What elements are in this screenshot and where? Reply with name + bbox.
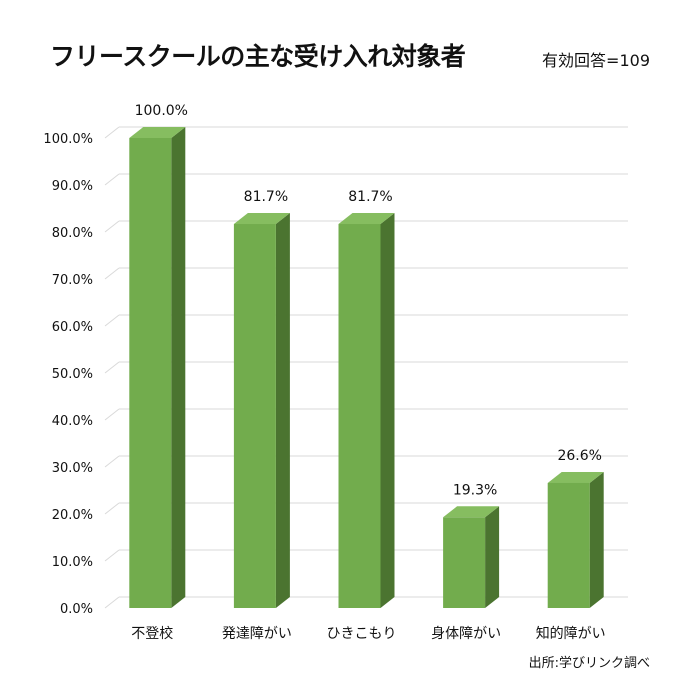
bar-front	[233, 224, 276, 608]
y-tick-label: 60.0%	[52, 320, 93, 335]
bar	[443, 506, 500, 608]
grid-line-depth	[104, 408, 120, 421]
bar-top	[233, 213, 290, 225]
y-tick-label: 90.0%	[52, 179, 93, 194]
category-label: 身体障がい	[431, 626, 501, 642]
bar-side	[380, 213, 395, 608]
y-tick-label: 10.0%	[52, 555, 93, 570]
bar-front	[338, 224, 381, 608]
bar	[233, 213, 290, 608]
category-labels: 不登校 発達障がい ひきこもり 身体障がい 知的障がい	[131, 625, 605, 642]
y-tick-label: 40.0%	[52, 414, 93, 429]
data-label: 81.7%	[348, 189, 392, 205]
bar-top	[443, 506, 500, 518]
y-tick-label: 100.0%	[43, 132, 93, 147]
grid-line-depth	[104, 596, 120, 609]
category-label: 不登校	[131, 625, 173, 642]
grid-line-depth	[104, 220, 120, 233]
chart-title: フリースクールの主な受け入れ対象者	[50, 42, 466, 71]
sample-size-note: 有効回答=109	[542, 51, 650, 70]
y-tick-label: 80.0%	[52, 226, 93, 241]
grid-line-depth	[104, 502, 120, 515]
y-tick-label: 0.0%	[60, 602, 93, 617]
grid-line-depth	[104, 361, 120, 374]
y-tick-label: 70.0%	[52, 273, 93, 288]
bar	[547, 471, 604, 608]
data-label: 100.0%	[135, 103, 188, 119]
grid-line-depth	[104, 267, 120, 280]
bar-side	[589, 471, 604, 608]
bar-top	[129, 127, 186, 138]
data-label: 19.3%	[453, 482, 497, 498]
data-label: 26.6%	[557, 448, 601, 464]
data-label: 81.7%	[244, 189, 288, 205]
bar-top	[338, 213, 395, 225]
bar-front	[547, 482, 590, 608]
bar-front	[129, 138, 172, 608]
y-tick-label: 30.0%	[52, 461, 93, 476]
source-note: 出所:学びリンク調べ	[528, 656, 650, 671]
grid-line-depth	[104, 455, 120, 468]
category-label: 知的障がい	[536, 625, 606, 642]
category-label: 発達障がい	[222, 626, 292, 642]
category-label: ひきこもり	[327, 626, 397, 642]
bar	[338, 213, 395, 608]
bar	[129, 127, 186, 608]
grid-line-depth	[104, 173, 120, 186]
bar-top	[547, 471, 604, 483]
bar-side	[171, 127, 186, 608]
y-axis-tick-labels: 0.0% 10.0% 20.0% 30.0% 40.0% 50.0% 60.0% 70.0% 8…	[43, 132, 93, 617]
y-tick-label: 20.0%	[52, 508, 93, 523]
data-labels: 100.0% 81.7% 81.7% 19.3% 26.6%	[135, 103, 602, 498]
grid-line-depth	[104, 549, 120, 562]
grid-line-depth	[104, 314, 120, 327]
bars	[129, 127, 604, 608]
y-tick-label: 50.0%	[52, 367, 93, 382]
bar-front	[443, 517, 486, 608]
grid-line-depth	[104, 126, 120, 139]
bar-side	[485, 506, 500, 608]
bar-side	[275, 213, 290, 608]
